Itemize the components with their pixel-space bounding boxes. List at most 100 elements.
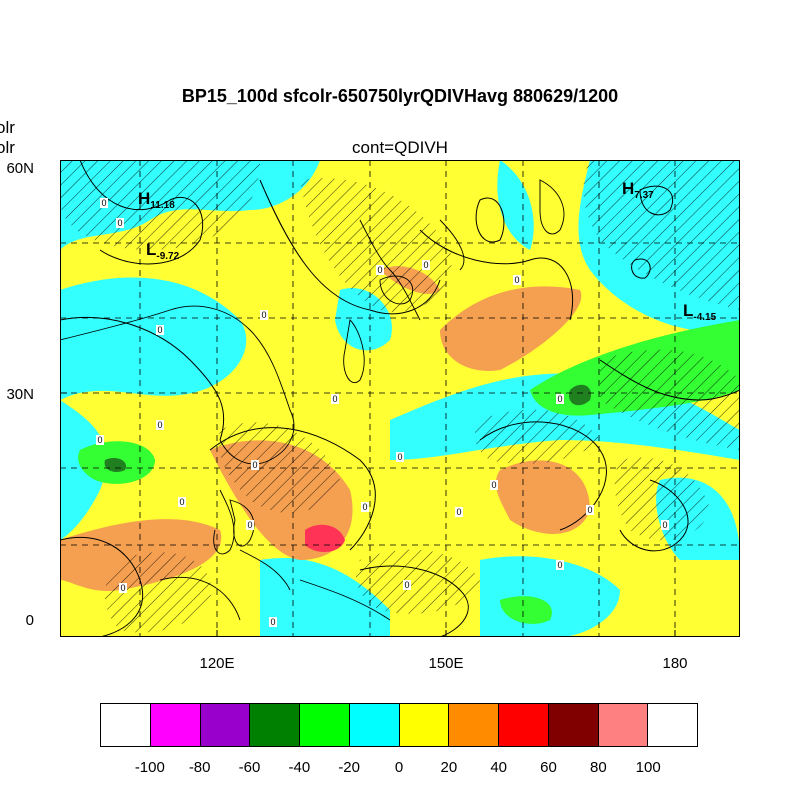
hatch-southwest <box>105 552 212 633</box>
colorbar-label: -100 <box>134 759 165 776</box>
colorbar-label: -80 <box>188 759 211 776</box>
svg-text:0: 0 <box>557 394 562 404</box>
contour-label: 0 <box>100 198 108 208</box>
svg-text:0: 0 <box>252 460 257 470</box>
field-darkgreen-east <box>569 384 591 406</box>
colorbar-swatch <box>200 704 251 746</box>
colorbar-swatch <box>548 704 599 746</box>
svg-text:0: 0 <box>117 218 122 228</box>
colorbar <box>100 703 698 747</box>
field-darkgreen-west <box>104 458 126 472</box>
colorbar-swatch <box>598 704 649 746</box>
svg-text:0: 0 <box>157 325 162 335</box>
side-label-bottom: olr <box>0 138 15 157</box>
colorbar-swatch <box>349 704 400 746</box>
lon-label-150e: 150E <box>428 655 464 672</box>
contour-label: 0 <box>331 394 339 404</box>
hatch-southeast <box>614 457 710 541</box>
contour-label: 0 <box>586 505 594 515</box>
hatch-northeast <box>583 160 740 310</box>
svg-text:0: 0 <box>97 435 102 445</box>
extremum-high-2: H7.37 <box>622 179 654 201</box>
hatch-north-central <box>300 178 452 312</box>
graticule <box>60 160 740 637</box>
svg-text:0: 0 <box>377 265 382 275</box>
svg-text:0: 0 <box>587 505 592 515</box>
contour-label: 0 <box>269 617 277 627</box>
axis-ticks <box>60 392 676 637</box>
colorbar-label: 80 <box>589 759 607 776</box>
contour-label: 0 <box>251 460 259 470</box>
colorbar-label: 0 <box>394 759 404 776</box>
lat-label-60n: 60N <box>6 160 34 177</box>
field-cyan-north <box>497 160 534 250</box>
svg-text:0: 0 <box>120 583 125 593</box>
contour-label: 0 <box>661 520 669 530</box>
colorbar-label: 100 <box>635 759 661 776</box>
contour-label: 0 <box>376 265 384 275</box>
hatch-central <box>474 409 600 464</box>
contour-label: 0 <box>119 583 127 593</box>
contour-label: 0 <box>178 497 186 507</box>
map-title: BP15_100d sfcolr-650750lyrQDIVHavg 88062… <box>181 86 619 106</box>
contour-label: 0 <box>396 452 404 462</box>
map-subtitle: cont=QDIVH <box>352 138 448 157</box>
contour-label: 0 <box>116 218 124 228</box>
svg-text:0: 0 <box>362 502 367 512</box>
lon-label-120e: 120E <box>199 655 235 672</box>
field-cyan-west <box>60 277 247 400</box>
extremum-high-1: H11.18 <box>138 189 175 211</box>
colorbar-swatch <box>300 704 350 746</box>
colorbar-swatch <box>449 704 499 746</box>
contour-label: 0 <box>422 260 430 270</box>
extremum-low-1: L-9.72 <box>146 240 180 262</box>
svg-text:0: 0 <box>247 520 252 530</box>
colorbar-label: 60 <box>540 759 557 776</box>
colorbar-label: -60 <box>238 759 261 776</box>
svg-text:0: 0 <box>397 452 402 462</box>
contour-label: 0 <box>490 480 498 490</box>
field-orange-east <box>495 460 590 534</box>
lat-label-30n: 30N <box>6 386 34 403</box>
svg-text:0: 0 <box>332 394 337 404</box>
svg-text:0: 0 <box>261 310 266 320</box>
colorbar-swatch <box>101 704 151 746</box>
contour-label: 0 <box>513 275 521 285</box>
field-orange-northcentral <box>440 286 582 371</box>
svg-text:0: 0 <box>270 617 275 627</box>
contour-labels: 0 0 0 0 0 0 0 0 0 0 0 0 0 0 0 0 0 0 0 0 … <box>96 198 669 627</box>
lat-label-0: 0 <box>25 612 34 629</box>
svg-text:0: 0 <box>423 260 428 270</box>
svg-text:0: 0 <box>456 507 461 517</box>
contour-label: 0 <box>556 394 564 404</box>
side-label-top: olr <box>0 118 15 137</box>
contour-label: 0 <box>260 310 268 320</box>
colorbar-label: 20 <box>440 759 458 776</box>
svg-text:0: 0 <box>557 560 562 570</box>
colorbar-label: -20 <box>338 759 360 776</box>
svg-text:0: 0 <box>101 198 106 208</box>
svg-text:0: 0 <box>179 497 184 507</box>
lon-label-180: 180 <box>662 655 688 672</box>
colorbar-label: -40 <box>288 759 311 776</box>
colorbar-label: 40 <box>490 759 507 776</box>
colorbar-swatch <box>648 704 697 746</box>
contour-label: 0 <box>455 507 463 517</box>
svg-text:0: 0 <box>157 420 162 430</box>
field-green-south <box>500 596 552 624</box>
colorbar-swatch <box>499 704 549 746</box>
contour-label: 0 <box>361 502 369 512</box>
map-panel: 0 0 0 0 0 0 0 0 0 0 0 0 0 0 0 0 0 0 0 0 … <box>60 160 740 637</box>
contour-label: 0 <box>403 580 411 590</box>
svg-text:0: 0 <box>662 520 667 530</box>
contour-label: 0 <box>246 520 254 530</box>
colorbar-swatch <box>150 704 201 746</box>
map-svg: 0 0 0 0 0 0 0 0 0 0 0 0 0 0 0 0 0 0 0 0 … <box>60 160 740 637</box>
svg-text:0: 0 <box>404 580 409 590</box>
contour-label: 0 <box>556 560 564 570</box>
colorbar-swatch <box>399 704 450 746</box>
contour-label: 0 <box>156 325 164 335</box>
hatch-philippines <box>219 422 340 514</box>
field-cyan-south-central <box>260 558 390 637</box>
svg-text:0: 0 <box>514 275 519 285</box>
